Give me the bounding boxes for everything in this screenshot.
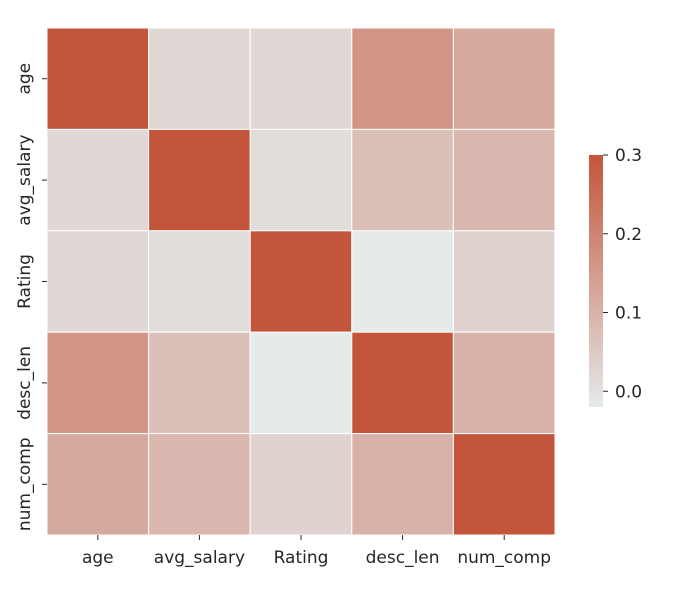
colorbar-ticks: 0.0 0.1 0.2 0.3 [603,146,642,402]
colorbar-tick-label: 0.0 [615,382,642,402]
x-tick-label: avg_salary [154,548,245,568]
x-tick-label: desc_len [366,548,440,568]
heatmap-cell [249,331,353,435]
colorbar-tick-label: 0.2 [615,225,642,245]
heatmap-cell [452,230,556,333]
heatmap-cell [452,433,556,536]
y-tick-label: num_comp [15,437,35,531]
heatmap-cell [148,230,251,333]
heatmap-cell [249,27,353,130]
heatmap-cell [249,230,353,333]
colorbar [589,155,603,407]
heatmap-cell [46,331,150,435]
y-tick-label: desc_len [15,346,35,420]
x-tick-label: age [82,548,114,568]
heatmap-cell [249,128,353,232]
x-tick-label: Rating [274,548,329,568]
x-tick-label: num_comp [457,548,551,568]
heatmap-cell [148,27,251,130]
heatmap-cells [46,27,556,536]
heatmap-cell [351,230,454,333]
y-tick-label: Rating [15,254,35,309]
heatmap-cell [351,128,454,232]
heatmap-cell [46,128,150,232]
heatmap-cell [351,433,454,536]
heatmap-cell [249,433,353,536]
y-tick-label: age [15,63,35,95]
y-tick-label: avg_salary [15,134,35,225]
heatmap-cell [148,128,251,232]
heatmap-cell [46,27,150,130]
x-axis-ticks: age avg_salary Rating desc_len num_comp [82,535,551,568]
colorbar-tick-label: 0.1 [615,304,642,324]
heatmap-cell [46,230,150,333]
heatmap-cell [351,331,454,435]
heatmap-cell [46,433,150,536]
heatmap-cell [148,331,251,435]
y-axis-ticks: age avg_salary Rating desc_len num_comp [15,63,47,531]
heatmap-cell [351,27,454,130]
colorbar-gradient [589,155,603,407]
heatmap-cell [148,433,251,536]
colorbar-tick-label: 0.3 [615,146,642,166]
heatmap-cell [452,27,556,130]
heatmap-cell [452,331,556,435]
heatmap-cell [452,128,556,232]
